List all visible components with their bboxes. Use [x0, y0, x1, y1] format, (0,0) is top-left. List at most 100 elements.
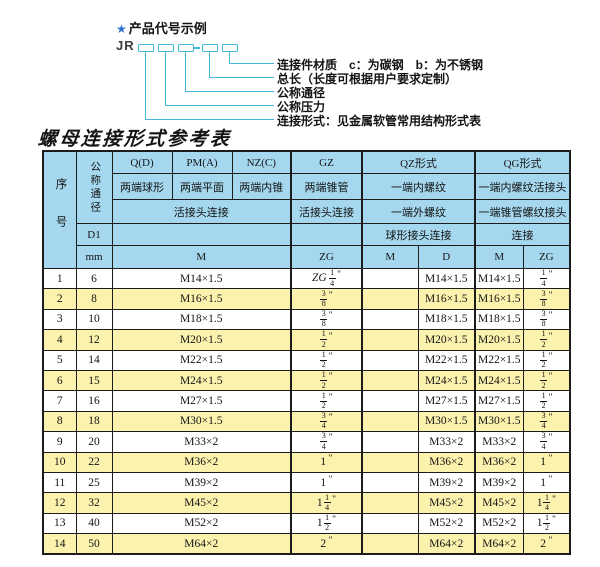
header-d1: D1	[75, 223, 113, 246]
cell-qg-m: M33×2	[474, 431, 524, 453]
cell-qz-m	[361, 512, 419, 535]
cell-dn-mm: 6	[75, 267, 113, 290]
cell-dn-mm: 14	[75, 349, 113, 371]
cell-qg-m: M52×2	[474, 512, 524, 535]
cell-thread-m: M22×1.5	[111, 349, 292, 371]
cell-qz-d: M27×1.5	[417, 390, 476, 412]
cell-gz-zg: 1 2 "	[290, 349, 363, 371]
code-box-3	[178, 44, 194, 52]
table-row: 12 32 M45×2 1 1 4 " M45×2 M45×2 1 1 4 "	[42, 492, 571, 514]
cell-qz-d: M30×1.5	[417, 410, 476, 433]
cell-serial: 3	[42, 308, 77, 331]
cell-dn-mm: 32	[75, 492, 113, 514]
header-qz-desc2: 一端外螺纹	[360, 199, 476, 224]
cell-qz-d: M39×2	[417, 471, 476, 494]
cell-gz-zg: 1 2 "	[290, 329, 363, 351]
cell-qg-zg: 1 "	[522, 451, 571, 473]
header-qg-desc1: 一端内螺纹活接头	[474, 173, 571, 200]
cell-gz-zg: 2 "	[290, 533, 363, 555]
header-qg-form: QG形式	[474, 150, 571, 174]
cell-qz-m	[361, 390, 419, 412]
cell-qz-d: M22×1.5	[417, 349, 476, 371]
cell-serial: 8	[42, 410, 77, 433]
cell-dn-mm: 10	[75, 308, 113, 331]
cell-gz-zg: 1 1 4 "	[290, 492, 363, 514]
table-title: 螺母连接形式参考表	[37, 128, 233, 150]
cell-gz-zg: 1 2 "	[290, 390, 363, 412]
cell-dn-mm: 25	[75, 471, 113, 494]
cell-gz-zg: 1 2 "	[290, 369, 363, 392]
cell-qg-m: M30×1.5	[474, 410, 524, 433]
cell-qz-d: M52×2	[417, 512, 476, 535]
cell-qg-m: M20×1.5	[474, 329, 524, 351]
cell-thread-m: M20×1.5	[111, 329, 292, 351]
cell-thread-m: M36×2	[111, 451, 292, 473]
cell-gz-zg: 1 "	[290, 451, 363, 473]
cell-dn-mm: 8	[75, 288, 113, 310]
cell-serial: 11	[42, 471, 77, 494]
header-code-q: Q(D)	[111, 150, 173, 174]
header-serial: 序号	[42, 150, 77, 269]
cell-qg-m: M14×1.5	[474, 267, 524, 290]
cell-qg-zg: 3 4 "	[522, 410, 571, 433]
cell-qz-m	[361, 533, 419, 555]
label-nominal-pressure: 公称压力	[277, 100, 326, 114]
cell-qg-m: M16×1.5	[474, 288, 524, 310]
cell-qz-m	[361, 288, 419, 310]
table-row: 10 22 M36×2 1 " M36×2 M36×2 1 "	[42, 451, 571, 473]
cell-qg-m: M45×2	[474, 492, 524, 514]
nut-connection-reference-table: 序号 公称通径 Q(D) PM(A) NZ(C) GZ QZ形式 QG形式 两端…	[42, 150, 572, 556]
header-qz-m: M	[361, 245, 419, 269]
table-row: 2 8 M16×1.5 3 8 " M16×1.5 M16×1.5 3 8 "	[42, 288, 571, 310]
code-box-5	[222, 44, 238, 52]
cell-qz-m	[361, 267, 419, 290]
cell-qg-m: M22×1.5	[474, 349, 524, 371]
cell-qz-d: M64×2	[417, 533, 476, 555]
table-row: 8 18 M30×1.5 3 4 " M30×1.5 M30×1.5 3 4 "	[42, 410, 571, 433]
header-qg-zg: ZG	[522, 245, 571, 269]
header-qg-desc2: 一端锥管螺纹接头	[474, 199, 571, 224]
cell-gz-zg: 3 4 "	[290, 410, 363, 433]
connector-line-pressure	[165, 52, 274, 106]
cell-serial: 4	[42, 329, 77, 351]
table-row: 5 14 M22×1.5 1 2 " M22×1.5 M22×1.5 1 2 "	[42, 349, 571, 371]
cell-qg-zg: 3 4 "	[522, 431, 571, 453]
cell-serial: 7	[42, 390, 77, 412]
cell-serial: 14	[42, 533, 77, 555]
cell-thread-m: M27×1.5	[111, 390, 292, 412]
code-box-1	[138, 44, 154, 52]
label-connection-form: 连接形式：见金属软管常用结构形式表	[277, 114, 482, 128]
cell-qz-d: M16×1.5	[417, 288, 476, 310]
header-zg: ZG	[290, 245, 363, 269]
code-dash	[194, 47, 200, 49]
star-icon: ★	[116, 22, 127, 36]
cell-gz-zg: 1 1 2 "	[290, 512, 363, 535]
product-code-prefix: JR	[116, 38, 135, 53]
cell-serial: 5	[42, 349, 77, 371]
header-q-desc: 两端球形	[111, 173, 173, 200]
cell-dn-mm: 22	[75, 451, 113, 473]
cell-qz-m	[361, 492, 419, 514]
cell-qg-m: M24×1.5	[474, 369, 524, 392]
diagram-heading-text: 产品代号示例	[128, 21, 207, 36]
header-qz-connection: 球形接头连接	[360, 223, 476, 246]
table-row: 4 12 M20×1.5 1 2 " M20×1.5 M20×1.5 1 2 "	[42, 329, 571, 351]
cell-dn-mm: 16	[75, 390, 113, 412]
table-row: 1 6 M14×1.5 ZG 1 4 " M14×1.5 M14×1.5 1 4 "	[42, 267, 571, 290]
header-empty-main	[111, 223, 292, 246]
cell-qz-m	[361, 329, 419, 351]
table-row: 6 15 M24×1.5 1 2 " M24×1.5 M24×1.5 1 2 "	[42, 369, 571, 392]
cell-dn-mm: 12	[75, 329, 113, 351]
cell-qg-m: M27×1.5	[474, 390, 524, 412]
header-mm: mm	[75, 245, 113, 269]
cell-qz-d: M36×2	[417, 451, 476, 473]
connector-line-connection	[145, 52, 274, 120]
header-code-pm: PM(A)	[171, 150, 233, 174]
cell-qz-d: M33×2	[417, 431, 476, 453]
connector-line-diameter	[185, 52, 274, 92]
cell-thread-m: M64×2	[111, 533, 292, 555]
cell-dn-mm: 18	[75, 410, 113, 433]
header-gz-connection: 活接头连接	[290, 199, 363, 224]
header-gz-desc: 两端锥管	[290, 173, 363, 200]
cell-qg-zg: 1 "	[522, 471, 571, 494]
